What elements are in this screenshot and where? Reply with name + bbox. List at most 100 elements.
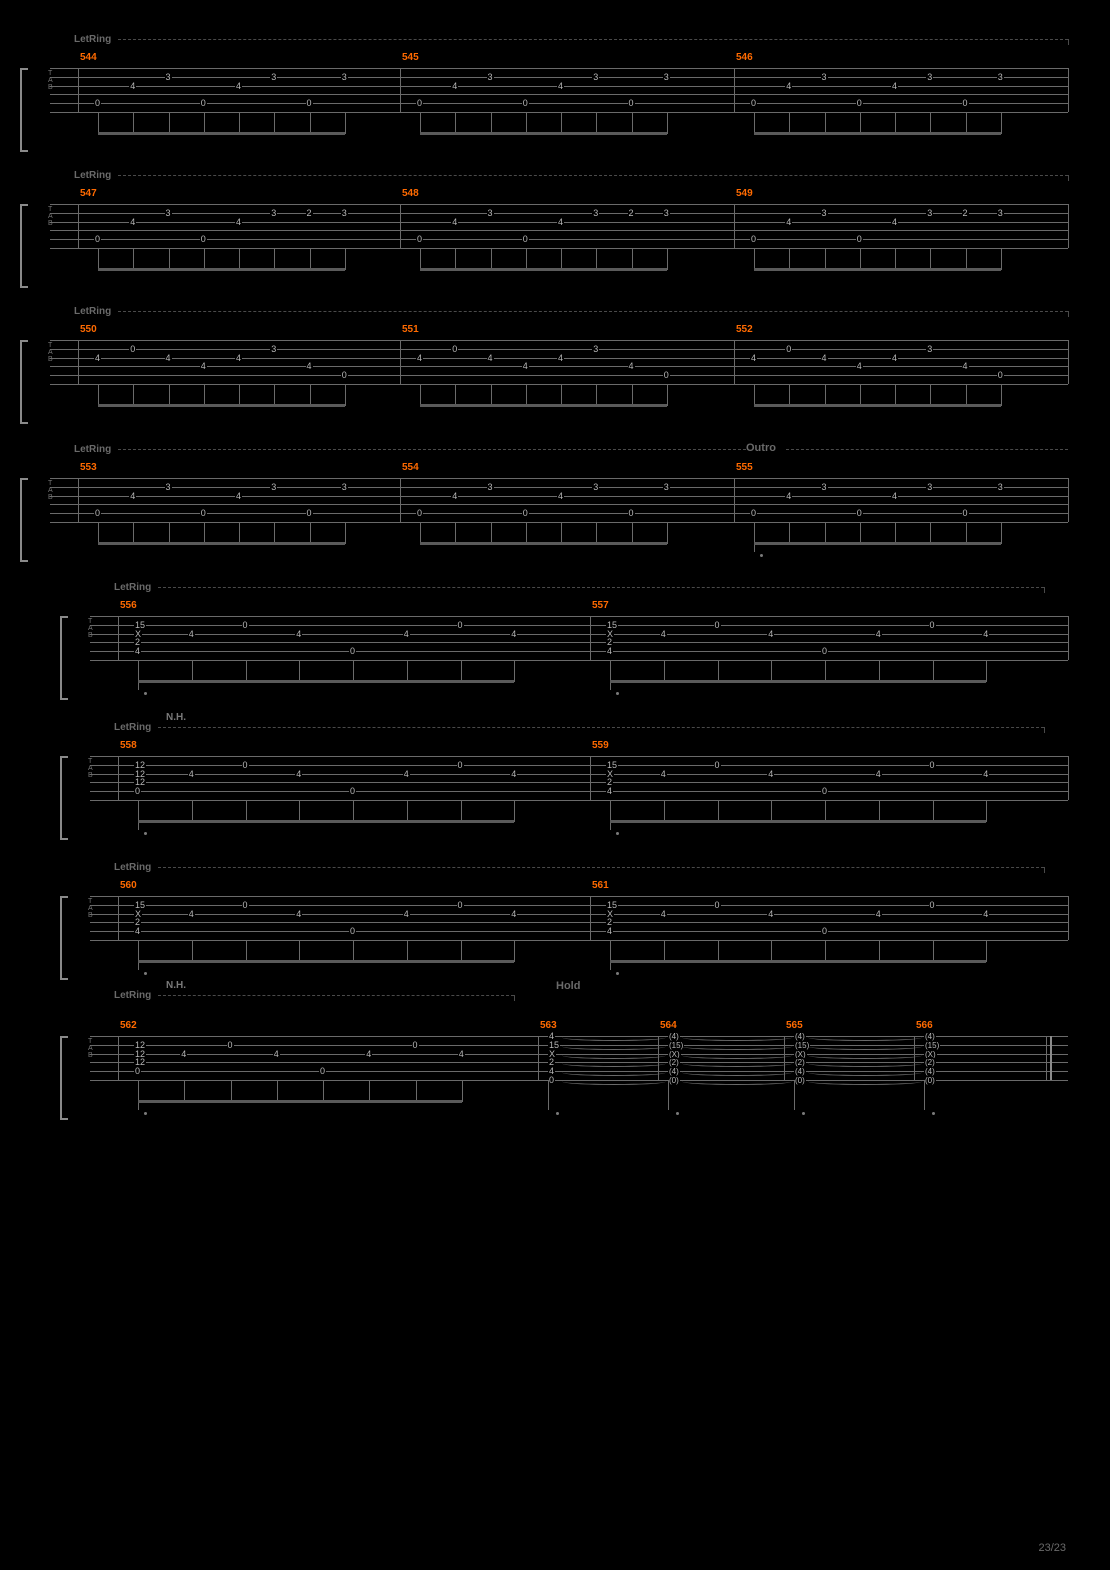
string-line — [90, 616, 1068, 617]
note-stem — [610, 800, 611, 830]
fret-number: 2 — [962, 209, 969, 218]
tab-clef: TAB — [88, 618, 93, 639]
fret-number: (X) — [794, 1050, 807, 1059]
fret-number: 0 — [349, 647, 356, 656]
note-stem — [461, 800, 462, 822]
note-stem — [632, 384, 633, 406]
system-bracket — [20, 68, 28, 152]
note-stem — [930, 384, 931, 406]
string-line — [90, 905, 1068, 906]
note-stem — [664, 940, 665, 962]
fret-number: 0 — [628, 509, 635, 518]
note-stem — [632, 522, 633, 544]
fret-number: 4 — [295, 770, 302, 779]
fret-number: 4 — [962, 362, 969, 371]
fret-number: 0 — [856, 99, 863, 108]
note-stem — [491, 112, 492, 134]
tab-system: LetRingTAB0404040415X240404040415X245605… — [66, 870, 1068, 990]
fret-number: 0 — [200, 99, 207, 108]
system-bracket — [20, 478, 28, 562]
fret-number: 4 — [606, 927, 613, 936]
note-stem — [526, 384, 527, 406]
note-dot — [616, 832, 619, 835]
fret-number: 3 — [997, 483, 1004, 492]
note-stem — [514, 940, 515, 962]
note-stem — [596, 384, 597, 406]
fret-number: 4 — [510, 630, 517, 639]
note-stem — [323, 1080, 324, 1102]
fret-number: 4 — [235, 82, 242, 91]
fret-number: 4 — [875, 910, 882, 919]
barline — [400, 478, 401, 522]
string-line — [50, 349, 1068, 350]
note-stem — [825, 940, 826, 962]
fret-number: (2) — [794, 1058, 806, 1067]
tab-system: LetRingTAB0404040415X240404040415X245565… — [66, 590, 1068, 710]
fret-number: 3 — [821, 209, 828, 218]
fret-number: 0 — [200, 235, 207, 244]
note-stem — [239, 248, 240, 270]
fret-number: 4 — [94, 354, 101, 363]
fret-number: 3 — [341, 73, 348, 82]
tie — [808, 1060, 922, 1067]
fret-number: 0 — [522, 99, 529, 108]
fret-number: 4 — [982, 630, 989, 639]
barline — [78, 478, 79, 522]
fret-number: 0 — [962, 509, 969, 518]
fret-number: 3 — [821, 483, 828, 492]
fret-number: 0 — [457, 621, 464, 630]
note-stem — [169, 384, 170, 406]
note-stem — [204, 522, 205, 544]
fret-number: 3 — [997, 73, 1004, 82]
system-bracket — [20, 204, 28, 288]
stem-area — [50, 522, 1068, 562]
fret-number: 3 — [926, 345, 933, 354]
bar-number: 555 — [736, 462, 753, 473]
tie — [562, 1069, 666, 1076]
note-stem — [879, 940, 880, 962]
note-stem — [310, 522, 311, 544]
fret-number: 4 — [416, 354, 423, 363]
tab-page: LetRingTAB043043030430430304304303544545… — [0, 0, 1110, 1570]
note-stem — [930, 248, 931, 270]
note-stem — [789, 384, 790, 406]
note-stem — [561, 248, 562, 270]
tie — [808, 1034, 922, 1041]
note-stem — [1001, 522, 1002, 544]
beam — [98, 132, 345, 135]
note-stem — [966, 112, 967, 134]
system-bracket — [60, 1036, 68, 1120]
barline — [590, 756, 591, 800]
tab-system: LetRingTAB043043230430432304304323547548… — [26, 178, 1068, 298]
stem-area — [50, 248, 1068, 288]
note-stem — [667, 248, 668, 270]
barline — [118, 616, 119, 660]
fret-number: 0 — [714, 621, 721, 630]
stem-area — [90, 940, 1068, 980]
barline — [78, 204, 79, 248]
tab-clef: TAB — [48, 70, 53, 91]
note-stem — [491, 248, 492, 270]
fret-number: 3 — [926, 483, 933, 492]
bar-number: 545 — [402, 52, 419, 63]
system-bracket — [60, 616, 68, 700]
letring-line — [158, 587, 1044, 588]
letring-line — [118, 449, 746, 450]
string-line — [90, 791, 1068, 792]
nh-label: N.H. — [166, 712, 186, 723]
barline — [1068, 204, 1069, 248]
bar-number: 553 — [80, 462, 97, 473]
note-stem — [930, 522, 931, 544]
note-stem — [345, 522, 346, 544]
note-stem — [455, 522, 456, 544]
fret-number: 0 — [134, 787, 141, 796]
fret-number: (4) — [794, 1032, 806, 1041]
fret-number: 3 — [926, 73, 933, 82]
note-stem — [274, 248, 275, 270]
fret-number: 4 — [295, 630, 302, 639]
note-stem — [98, 112, 99, 134]
fret-number: 4 — [785, 492, 792, 501]
fret-number: 0 — [457, 901, 464, 910]
fret-number: 4 — [891, 218, 898, 227]
fret-number: 4 — [451, 218, 458, 227]
